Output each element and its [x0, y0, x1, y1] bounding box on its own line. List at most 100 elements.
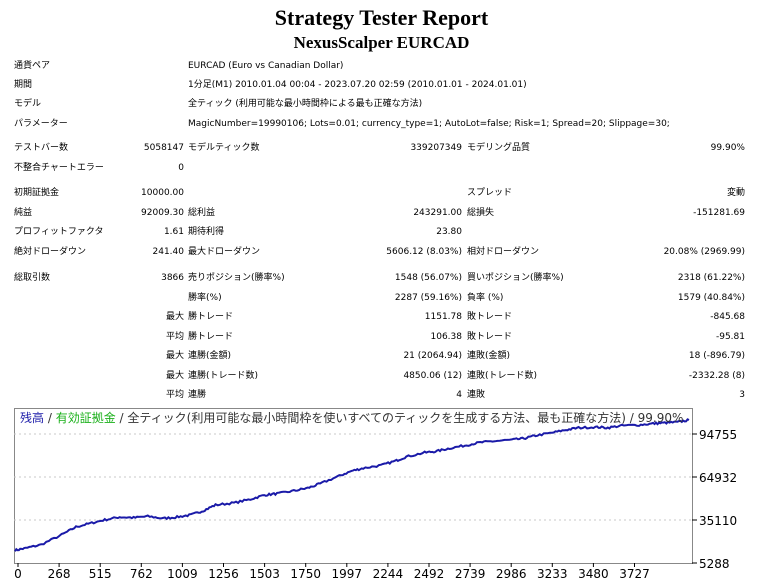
y-tick-label: 35110	[699, 514, 737, 528]
trades-value: 3866	[161, 273, 184, 283]
maxdd-label: 最大ドローダウン	[188, 247, 261, 257]
largestwin-value: 1151.78	[424, 312, 462, 322]
balance-line	[14, 418, 690, 552]
bars-value: 5058147	[143, 143, 184, 153]
x-tick-label: 1503	[249, 567, 280, 580]
avgconswin-label: 連勝	[188, 390, 207, 400]
pair-label: 通貨ペア	[14, 61, 51, 71]
quality-value: 99.90%	[710, 143, 745, 153]
mismatch-value: 0	[178, 163, 184, 173]
quality-label: モデリング品質	[467, 143, 531, 153]
x-tick-label: 268	[48, 567, 71, 580]
payoff-label: 期待利得	[188, 227, 225, 237]
x-tick-label: 3233	[537, 567, 568, 580]
maxdd-value: 5606.12 (8.03%)	[386, 247, 462, 257]
reldd-value: 20.08% (2969.99)	[663, 247, 745, 257]
long-value: 2318 (61.22%)	[677, 273, 745, 283]
deposit-label: 初期証拠金	[14, 188, 60, 198]
losspct-value: 1579 (40.84%)	[677, 293, 745, 303]
avgloss-label: 敗トレード	[467, 332, 513, 342]
maxconsloss-value: 18 (-896.79)	[688, 351, 745, 361]
largestloss-value: -845.68	[710, 312, 745, 322]
avgconswin-value: 4	[456, 390, 462, 400]
maxconsprofit-label: 連勝(トレード数)	[188, 371, 259, 381]
x-tick-label: 3480	[578, 567, 609, 580]
short-label: 売りポジション(勝率%)	[188, 273, 285, 283]
x-tick-label: 762	[130, 567, 153, 580]
period-label: 期間	[14, 80, 33, 90]
ticks-value: 339207349	[410, 143, 462, 153]
x-tick-label: 515	[89, 567, 112, 580]
x-tick-label: 2739	[455, 567, 486, 580]
x-tick-label: 1997	[332, 567, 363, 580]
grossprofit-label: 総利益	[188, 208, 216, 218]
params-label: パラメーター	[14, 119, 68, 129]
avgwin-label: 勝トレード	[188, 332, 234, 342]
x-tick-label: 3727	[619, 567, 650, 580]
grossprofit-value: 243291.00	[413, 208, 462, 218]
model-label: モデル	[14, 99, 42, 109]
deposit-value: 10000.00	[141, 188, 184, 198]
x-tick-label: 0	[14, 567, 22, 580]
max-label-2: 最大	[165, 351, 184, 361]
maxconsprofit-value: 4850.06 (12)	[403, 371, 462, 381]
spread-label: スプレッド	[467, 188, 513, 198]
avgloss-value: -95.81	[715, 332, 745, 342]
grossloss-value: -151281.69	[693, 208, 745, 218]
reldd-label: 相対ドローダウン	[467, 247, 540, 257]
grossloss-label: 総損失	[467, 208, 495, 218]
absdd-value: 241.40	[152, 247, 185, 257]
x-tick-label: 1256	[208, 567, 239, 580]
pf-value: 1.61	[163, 227, 184, 237]
avgconsloss-value: 3	[739, 390, 745, 400]
maxconslossamt-label: 連敗(トレード数)	[467, 371, 538, 381]
x-tick-label: 2986	[496, 567, 527, 580]
params-value: MagicNumber=19990106; Lots=0.01; currenc…	[188, 119, 670, 129]
model-value: 全ティック (利用可能な最小時間枠による最も正確な方法)	[188, 99, 423, 109]
period-value: 1分足(M1) 2010.01.04 00:04 - 2023.07.20 02…	[188, 80, 527, 90]
payoff-value: 23.80	[436, 227, 462, 237]
avgwin-value: 106.38	[430, 332, 463, 342]
x-tick-label: 2244	[373, 567, 404, 580]
mismatch-label: 不整合チャートエラー	[14, 163, 104, 173]
largestwin-label: 勝トレード	[188, 312, 234, 322]
maxconslossamt-value: -2332.28 (8)	[688, 371, 745, 381]
legend-separator: /	[44, 411, 56, 425]
avg-label-2: 平均	[165, 390, 184, 400]
avgconsloss-label: 連敗	[467, 390, 486, 400]
report-title: Strategy Tester Report	[274, 5, 489, 30]
netprofit-label: 純益	[14, 208, 33, 218]
largestloss-label: 敗トレード	[467, 312, 513, 322]
absdd-label: 絶対ドローダウン	[14, 247, 87, 257]
netprofit-value: 92009.30	[141, 208, 184, 218]
balance-chart: 94755 64932 35110 5288 0 268 515 762 1009 1256 150…	[14, 408, 737, 580]
pair-value: EURCAD (Euro vs Canadian Dollar)	[188, 61, 344, 71]
ticks-label: モデルティック数	[188, 143, 260, 153]
legend-equity: 有効証拠金	[55, 411, 116, 425]
plot-area	[14, 408, 693, 564]
chart-legend: 残高 / 有効証拠金 / 全ティック(利用可能な最小時間枠を使いすべてのティック…	[20, 411, 683, 425]
x-tick-label: 1009	[167, 567, 198, 580]
winpct-label: 勝率(%)	[188, 293, 222, 303]
trades-label: 総取引数	[14, 273, 51, 283]
max-label-3: 最大	[165, 371, 184, 381]
maxconswin-label: 連勝(金額)	[188, 351, 232, 361]
y-tick-label: 5288	[699, 557, 730, 571]
report-subtitle: NexusScalper EURCAD	[293, 33, 470, 52]
bars-label: テストバー数	[14, 143, 69, 153]
pf-label: プロフィットファクタ	[14, 227, 104, 237]
winpct-value: 2287 (59.16%)	[394, 293, 462, 303]
losspct-label: 負率 (%)	[467, 293, 504, 303]
y-tick-label: 64932	[699, 471, 737, 485]
long-label: 買いポジション(勝率%)	[467, 273, 564, 283]
maxconsloss-label: 連敗(金額)	[467, 351, 511, 361]
avg-label: 平均	[165, 332, 184, 342]
short-value: 1548 (56.07%)	[394, 273, 462, 283]
max-label: 最大	[165, 312, 184, 322]
maxconswin-value: 21 (2064.94)	[403, 351, 462, 361]
legend-description: / 全ティック(利用可能な最小時間枠を使いすべてのティックを生成する方法、最も正…	[115, 411, 684, 425]
spread-value: 変動	[726, 188, 745, 198]
y-tick-label: 94755	[699, 428, 737, 442]
x-tick-label: 1750	[290, 567, 321, 580]
x-tick-label: 2492	[414, 567, 445, 580]
